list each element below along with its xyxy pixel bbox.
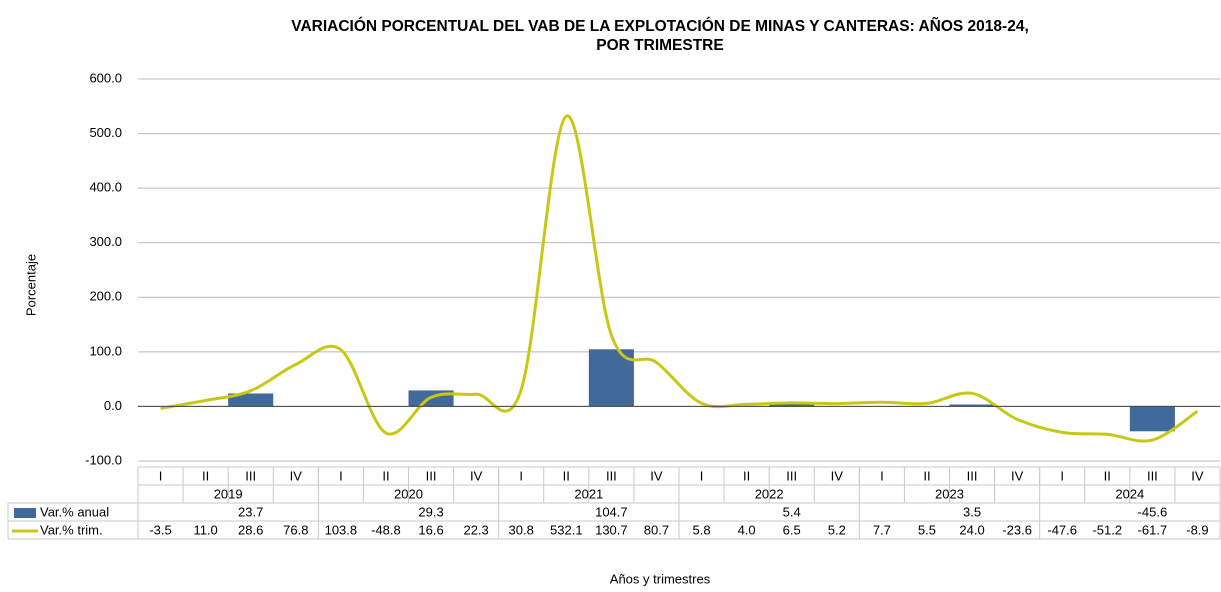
data-table-value: -23.6	[1002, 522, 1032, 537]
y-tick-label: -100.0	[85, 452, 122, 467]
data-table-value: 5.8	[693, 522, 711, 537]
data-table-value: 28.6	[238, 522, 263, 537]
x-tick-label: II	[923, 468, 930, 483]
data-table-value: 532.1	[550, 522, 583, 537]
data-table-value: -61.7	[1138, 522, 1168, 537]
x-tick-label: I	[1060, 468, 1064, 483]
bar	[769, 403, 815, 407]
year-label: 2019	[214, 486, 243, 501]
x-tick-label: I	[519, 468, 523, 483]
data-table-value: 103.8	[325, 522, 358, 537]
year-label: 2020	[394, 486, 423, 501]
y-tick-label: 100.0	[89, 343, 122, 358]
year-label: 2023	[935, 486, 964, 501]
x-tick-label: IV	[831, 468, 844, 483]
x-tick-label: III	[786, 468, 797, 483]
x-tick-label: IV	[1191, 468, 1204, 483]
x-tick-label: II	[382, 468, 389, 483]
x-tick-label: IV	[650, 468, 663, 483]
x-tick-label: III	[245, 468, 256, 483]
legend-key	[14, 508, 36, 518]
data-table-value: -51.2	[1092, 522, 1122, 537]
x-tick-label: IV	[470, 468, 483, 483]
x-tick-label: III	[967, 468, 978, 483]
data-table-value: -3.5	[149, 522, 171, 537]
x-tick-label: I	[700, 468, 704, 483]
data-table-value: 11.0	[193, 522, 217, 537]
data-table-value: 76.8	[283, 522, 308, 537]
x-tick-label: II	[743, 468, 750, 483]
legend-label: Var.% trim.	[40, 522, 103, 537]
line	[160, 114, 1199, 443]
chart-title: VARIACIÓN PORCENTUAL DEL VAB DE LA EXPLO…	[291, 17, 1029, 35]
x-tick-label: II	[563, 468, 570, 483]
y-axis-title: Porcentaje	[23, 254, 38, 316]
bar	[1129, 406, 1175, 432]
year-label: 2022	[755, 486, 784, 501]
x-tick-label: III	[1147, 468, 1158, 483]
data-table-value: 3.5	[963, 504, 981, 519]
data-table-value: 22.3	[463, 522, 488, 537]
y-tick-label: 600.0	[89, 70, 122, 85]
data-table-value: -8.9	[1186, 522, 1208, 537]
data-table-value: 30.8	[509, 522, 534, 537]
bar	[228, 393, 274, 407]
year-label: 2021	[574, 486, 603, 501]
data-table-value: 23.7	[238, 504, 263, 519]
x-tick-label: I	[339, 468, 343, 483]
data-table-value: 5.4	[783, 504, 801, 519]
year-label: 2024	[1115, 486, 1144, 501]
data-table-value: 24.0	[959, 522, 984, 537]
x-tick-label: II	[202, 468, 209, 483]
data-table-value: 104.7	[595, 504, 628, 519]
x-tick-label: I	[159, 468, 163, 483]
x-tick-label: IV	[290, 468, 303, 483]
data-table-value: 5.2	[828, 522, 846, 537]
legend-label: Var.% anual	[40, 504, 109, 519]
data-table-value: 16.6	[418, 522, 443, 537]
data-table-value: -47.6	[1047, 522, 1077, 537]
x-tick-label: I	[880, 468, 884, 483]
data-table-value: -48.8	[371, 522, 401, 537]
bar	[949, 404, 995, 407]
x-tick-label: II	[1104, 468, 1111, 483]
data-table-value: 6.5	[783, 522, 801, 537]
x-axis-title: Años y trimestres	[610, 571, 711, 586]
data-table-value: 4.0	[738, 522, 756, 537]
data-table-value: -45.6	[1138, 504, 1168, 519]
y-tick-label: 500.0	[89, 125, 122, 140]
data-table-value: 80.7	[644, 522, 669, 537]
x-tick-label: IV	[1011, 468, 1024, 483]
y-tick-label: 300.0	[89, 234, 122, 249]
data-table-value: 130.7	[595, 522, 628, 537]
data-table-value: 7.7	[873, 522, 891, 537]
y-tick-label: 200.0	[89, 289, 122, 304]
data-table-value: 5.5	[918, 522, 936, 537]
data-table-value: 29.3	[418, 504, 443, 519]
x-tick-label: III	[426, 468, 437, 483]
y-tick-label: 0.0	[104, 398, 122, 413]
chart-title: POR TRIMESTRE	[596, 37, 723, 54]
y-tick-label: 400.0	[89, 180, 122, 195]
x-tick-label: III	[606, 468, 617, 483]
